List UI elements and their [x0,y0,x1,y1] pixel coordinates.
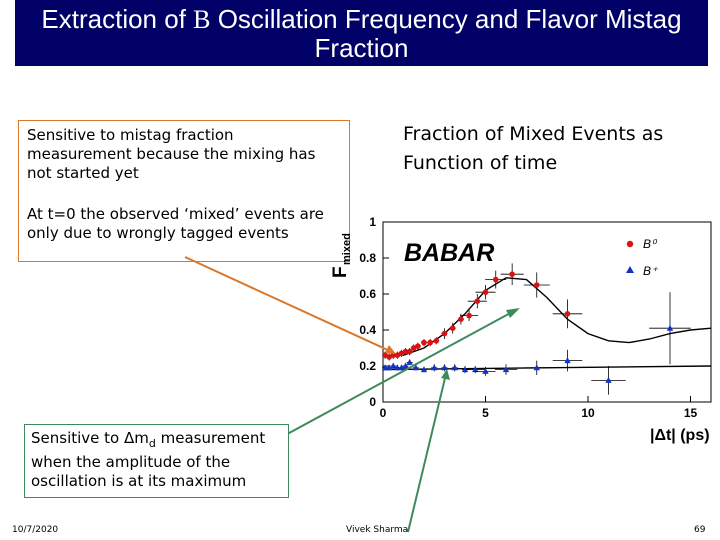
bplus-data-point [431,364,438,371]
bplus-data-point [394,364,401,371]
dm-callout-symbol: Δm [124,429,149,447]
mistag-callout-text-2: At t=0 the observed ‘mixed’ events are o… [27,205,324,242]
y-tick-label: 0.4 [359,323,376,337]
fraction-caption-line-2: Function of time [403,152,558,174]
b0-data-point [441,330,448,337]
dm-callout-sub: d [148,437,156,450]
arrow-dm-2-head [441,369,450,380]
bplus-data-point [533,364,540,371]
arrow-mistag-head [385,345,396,354]
y-tick-label: 0.6 [359,287,376,301]
b0-data-point [492,276,499,283]
arrow-mistag [184,256,393,353]
fraction-caption-line-1: Fraction of Mixed Events as [403,123,664,145]
bplus-data-point [385,364,393,371]
title-symbol: B [193,5,211,34]
y-tick-label: 0 [369,395,376,409]
dm-callout: Sensitive to Δmd measurement when the am… [24,424,289,498]
arrow-dm-2 [407,373,447,533]
b0-data-point [564,311,571,317]
bplus-data-point [402,362,409,369]
b0-data-point [509,271,515,278]
footer-page: 69 [694,525,706,535]
mistag-callout-text-1: Sensitive to mistag fraction measurement… [27,126,316,182]
title-part2: Oscillation Frequency and Flavor Mistag … [210,4,682,63]
b0-data-point [449,325,456,332]
b0-data-point [533,282,540,288]
y-tick-label: 0.8 [359,251,376,265]
x-tick-label: 15 [684,406,698,420]
y-tick-label: 1 [369,215,376,229]
b0-data-point [482,289,489,296]
fraction-caption: Fraction of Mixed Events as Function of … [403,120,663,178]
x-tick-label: 10 [581,406,595,420]
bplus-data-point [420,366,428,373]
bplus-data-point [412,364,419,371]
y-tick-label: 0.2 [359,359,376,373]
bplus-data-point [482,367,489,374]
y-axis-label-sub: mixed [341,233,353,265]
bplus-data-point [406,358,413,365]
bplus-data-point [605,376,612,383]
legend-bplus-label: B⁺ [643,264,659,278]
plot-frame [382,221,712,403]
b0-data-point [427,339,433,346]
b0-data-point [402,348,409,355]
b0-data-point [415,343,421,350]
x-tick-label: 5 [482,406,489,420]
arrow-dm-1-head [506,308,520,318]
mistag-callout: Sensitive to mistag fraction measurement… [18,120,350,262]
babar-logo: BABAR [404,239,494,267]
b0-data-point [421,339,427,346]
x-axis-label: |Δt| (ps) [650,427,710,444]
legend-b0-marker [626,240,634,248]
bplus-data-point [502,366,510,373]
bplus-data-point [381,364,389,371]
dm-callout-suffix: measurement when the amplitude of the os… [31,429,266,490]
footer-date: 10/7/2020 [12,525,59,535]
x-tick-label: 0 [380,406,387,420]
bplus-data-point [666,324,674,331]
bplus-data-point [564,357,571,364]
b0-data-point [406,348,413,355]
bplus-data-point [451,364,458,371]
bplus-data-point [461,366,469,373]
b0-data-point [458,316,464,323]
footer-author: Vivek Sharma [346,525,409,535]
legend-bplus-marker [626,266,634,273]
b0-data-point [466,312,472,319]
slide-title: Extraction of B Oscillation Frequency an… [15,0,708,66]
bplus-data-point [472,366,479,373]
b0-data-point [433,338,440,344]
legend-b0-label: B⁰ [643,237,658,251]
title-part1: Extraction of [41,4,194,34]
bplus-data-point [398,364,405,371]
dm-callout-prefix: Sensitive to [31,429,124,447]
bplus-data-point [390,362,397,369]
b0-data-point [474,298,481,305]
y-axis-label: F [330,266,351,278]
bplus-data-point [441,364,448,371]
